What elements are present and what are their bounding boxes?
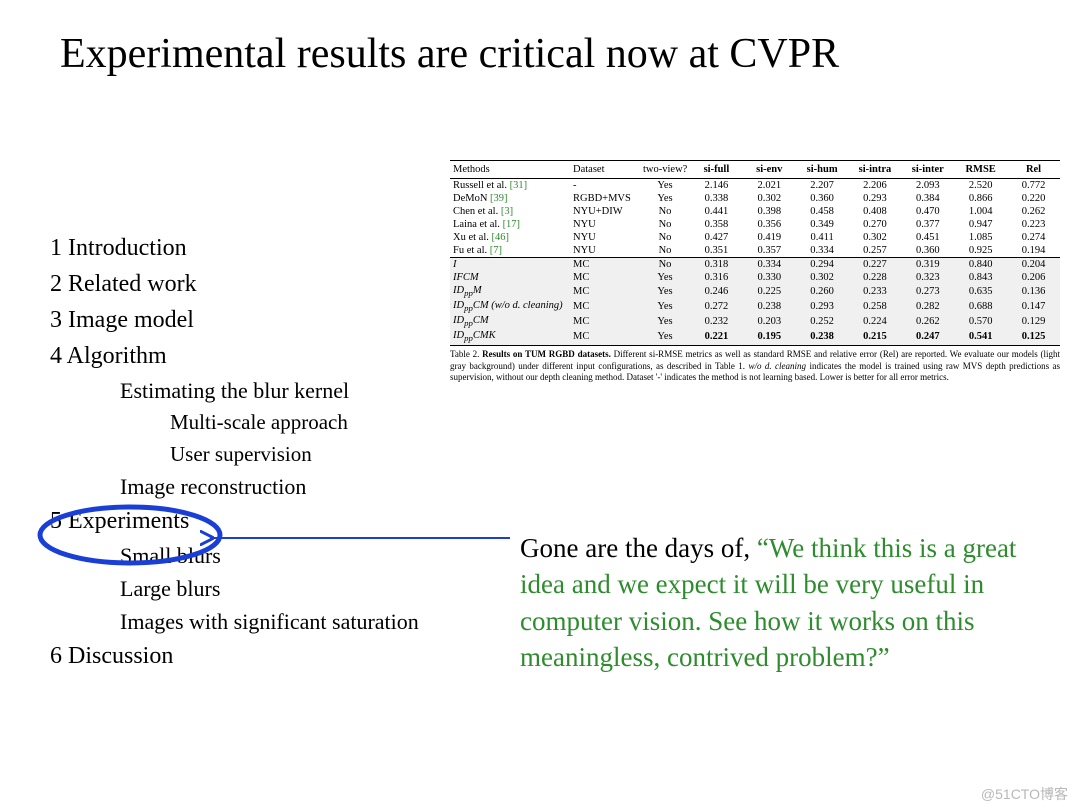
table-row: IFCMMCYes0.3160.3300.3020.2280.3230.8430… [450, 271, 1060, 284]
outline-item: Images with significant saturation [120, 605, 419, 638]
table-row: DeMoN [39]RGBD+MVSYes0.3380.3020.3600.29… [450, 192, 1060, 205]
outline-item: 3 Image model [50, 302, 419, 338]
outline-item: 2 Related work [50, 266, 419, 302]
outline-item: Estimating the blur kernel [120, 374, 419, 407]
caption-bold: Results on TUM RGBD datasets. [482, 349, 611, 359]
paper-outline: 1 Introduction2 Related work3 Image mode… [50, 230, 419, 674]
watermark: @51CTO博客 [981, 784, 1068, 804]
outline-item: 5 Experiments [50, 503, 419, 539]
col-header: si-env [743, 161, 796, 179]
table-row: IMCNo0.3180.3340.2940.2270.3190.8400.204 [450, 258, 1060, 272]
table-caption: Table 2. Results on TUM RGBD datasets. D… [450, 349, 1060, 383]
col-header: Methods [450, 161, 570, 179]
commentary-quote: Gone are the days of, “We think this is … [520, 530, 1040, 676]
outline-item: Image reconstruction [120, 470, 419, 503]
table-row: Russell et al. [31]-Yes2.1462.0212.2072.… [450, 179, 1060, 193]
outline-item: User supervision [170, 439, 419, 471]
outline-item: Multi-scale approach [170, 407, 419, 439]
caption-ital: w/o d. cleaning [748, 361, 806, 371]
col-header: RMSE [954, 161, 1007, 179]
quote-lead: Gone are the days of, [520, 533, 757, 563]
col-header: Rel [1007, 161, 1060, 179]
caption-lead: Table 2. [450, 349, 482, 359]
outline-item: Small blurs [120, 539, 419, 572]
slide-title: Experimental results are critical now at… [60, 30, 839, 78]
col-header: si-full [690, 161, 743, 179]
table-row: Xu et al. [46]NYUNo0.4270.4190.4110.3020… [450, 231, 1060, 244]
col-header: si-intra [849, 161, 902, 179]
results-table: MethodsDatasettwo-view?si-fullsi-envsi-h… [450, 160, 1060, 346]
outline-item: Large blurs [120, 572, 419, 605]
outline-item: 4 Algorithm [50, 338, 419, 374]
col-header: si-hum [796, 161, 849, 179]
outline-item: 1 Introduction [50, 230, 419, 266]
table-row: IDppCMKMCYes0.2210.1950.2380.2150.2470.5… [450, 329, 1060, 346]
col-header: si-inter [901, 161, 954, 179]
table-row: Chen et al. [3]NYU+DIWNo0.4410.3980.4580… [450, 205, 1060, 218]
results-table-block: MethodsDatasettwo-view?si-fullsi-envsi-h… [450, 160, 1060, 383]
col-header: two-view? [640, 161, 690, 179]
table-row: IDppCM (w/o d. cleaning)MCYes0.2720.2380… [450, 299, 1060, 314]
outline-item: 6 Discussion [50, 638, 419, 674]
table-row: IDppCMMCYes0.2320.2030.2520.2240.2620.57… [450, 314, 1060, 329]
table-row: IDppMMCYes0.2460.2250.2600.2330.2730.635… [450, 284, 1060, 299]
table-row: Fu et al. [7]NYUNo0.3510.3570.3340.2570.… [450, 244, 1060, 258]
table-row: Laina et al. [17]NYUNo0.3580.3560.3490.2… [450, 218, 1060, 231]
col-header: Dataset [570, 161, 640, 179]
